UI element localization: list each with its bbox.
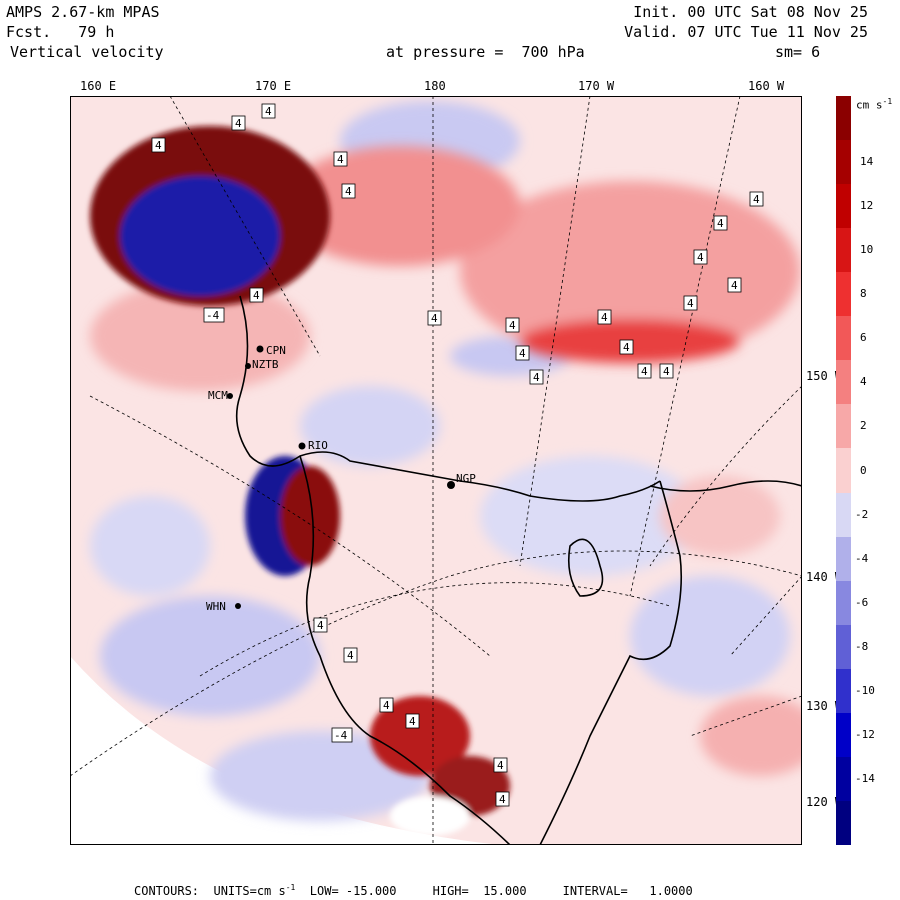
lon-label-180: 180 bbox=[424, 79, 446, 93]
colorbar-tick-label: 6 bbox=[860, 331, 867, 345]
svg-text:4: 4 bbox=[731, 279, 738, 292]
svg-text:4: 4 bbox=[497, 759, 504, 772]
svg-text:4: 4 bbox=[409, 715, 416, 728]
lon-label-170w: 170 W bbox=[578, 79, 615, 93]
pressure-level: at pressure = 700 hPa bbox=[386, 43, 585, 61]
station-rio: RIO bbox=[308, 439, 328, 452]
colorbar-segment bbox=[836, 272, 851, 317]
contour-labels: 4 4 4 4 4 4 4 4 4 4 4 4 4 4 4 4 4 4 4 4 … bbox=[151, 103, 764, 807]
outside-domain bbox=[70, 656, 500, 845]
colorbar-tick-label: 8 bbox=[860, 287, 867, 301]
colorbar-segment bbox=[836, 800, 851, 846]
svg-text:4: 4 bbox=[347, 649, 354, 662]
field-name: Vertical velocity bbox=[10, 43, 164, 61]
colorbar-tick-label: -10 bbox=[855, 683, 875, 697]
colorbar-segment bbox=[836, 536, 851, 582]
svg-text:4: 4 bbox=[383, 699, 390, 712]
colorbar-tick-label: -2 bbox=[855, 507, 869, 521]
svg-text:4: 4 bbox=[663, 365, 670, 378]
colorbar-tick-label: -14 bbox=[855, 771, 875, 785]
svg-text:4: 4 bbox=[717, 217, 724, 230]
svg-text:4: 4 bbox=[697, 251, 704, 264]
station-ngp: NGP bbox=[456, 472, 476, 485]
colorbar-segment bbox=[836, 668, 851, 714]
colorbar-tick-label: 10 bbox=[860, 243, 874, 257]
svg-text:-4: -4 bbox=[206, 309, 220, 322]
vertical-velocity-map: CPN NZTB RIO MCM NGP WHN 4 4 4 4 4 4 4 4… bbox=[70, 96, 802, 845]
svg-text:4: 4 bbox=[687, 297, 694, 310]
contour-info: CONTOURS: UNITS=cm s-1 LOW= -15.000 HIGH… bbox=[134, 883, 693, 898]
colorbar-tick-label: 12 bbox=[860, 199, 874, 213]
model-title: AMPS 2.67-km MPAS bbox=[6, 3, 160, 21]
svg-text:4: 4 bbox=[753, 193, 760, 206]
svg-text:4: 4 bbox=[509, 319, 516, 332]
valid-time: Valid. 07 UTC Tue 11 Nov 25 bbox=[624, 23, 868, 41]
svg-text:4: 4 bbox=[265, 105, 272, 118]
colorbar bbox=[836, 96, 851, 846]
graticule bbox=[70, 96, 802, 845]
colorbar-tick-label: -4 bbox=[855, 551, 869, 565]
svg-text:4: 4 bbox=[431, 312, 438, 325]
svg-text:4: 4 bbox=[601, 311, 608, 324]
stations: CPN NZTB RIO MCM NGP WHN bbox=[206, 344, 476, 613]
colorbar-tick-label: 0 bbox=[860, 463, 867, 477]
colorbar-segment bbox=[836, 184, 851, 229]
svg-text:-4: -4 bbox=[334, 729, 348, 742]
lon-label-160e: 160 E bbox=[80, 79, 117, 93]
colorbar-tick-label: -12 bbox=[855, 727, 875, 741]
svg-text:4: 4 bbox=[235, 117, 242, 130]
station-mcm: MCM bbox=[208, 389, 228, 402]
init-time: Init. 00 UTC Sat 08 Nov 25 bbox=[633, 3, 868, 21]
colorbar-segment bbox=[836, 624, 851, 670]
colorbar-segment bbox=[836, 96, 851, 141]
station-whn: WHN bbox=[206, 600, 226, 613]
svg-text:4: 4 bbox=[533, 371, 540, 384]
colorbar-segment bbox=[836, 580, 851, 626]
colorbar-segment bbox=[836, 448, 851, 494]
colorbar-segment bbox=[836, 140, 851, 185]
colorbar-segment bbox=[836, 316, 851, 361]
svg-text:4: 4 bbox=[641, 365, 648, 378]
coastline bbox=[235, 295, 802, 845]
svg-text:4: 4 bbox=[345, 185, 352, 198]
station-cpn: CPN bbox=[266, 344, 286, 357]
colorbar-tick-label: -8 bbox=[855, 639, 869, 653]
svg-text:4: 4 bbox=[519, 347, 526, 360]
colorbar-tick-label: 14 bbox=[860, 155, 874, 169]
lon-label-170e: 170 E bbox=[255, 79, 292, 93]
svg-text:4: 4 bbox=[499, 793, 506, 806]
svg-text:4: 4 bbox=[337, 153, 344, 166]
colorbar-tick-label: 2 bbox=[860, 419, 867, 433]
svg-text:4: 4 bbox=[253, 289, 260, 302]
colorbar-segment bbox=[836, 360, 851, 405]
map-frame bbox=[70, 96, 802, 845]
colorbar-segment bbox=[836, 756, 851, 802]
colorbar-tick-label: 4 bbox=[860, 375, 867, 389]
colorbar-segment bbox=[836, 712, 851, 758]
svg-text:4: 4 bbox=[623, 341, 630, 354]
lon-label-160w: 160 W bbox=[748, 79, 785, 93]
mountain-signal bbox=[90, 126, 510, 836]
colorbar-units: cm s-1 bbox=[856, 97, 893, 112]
svg-text:4: 4 bbox=[155, 139, 162, 152]
forecast-hour: Fcst. 79 h bbox=[6, 23, 115, 41]
colorbar-segment bbox=[836, 492, 851, 538]
colorbar-tick-label: -6 bbox=[855, 595, 869, 609]
colorbar-segment bbox=[836, 404, 851, 449]
station-nztb: NZTB bbox=[252, 358, 279, 371]
colorbar-segment bbox=[836, 228, 851, 273]
smoothing: sm= 6 bbox=[775, 43, 821, 61]
svg-text:4: 4 bbox=[317, 619, 324, 632]
